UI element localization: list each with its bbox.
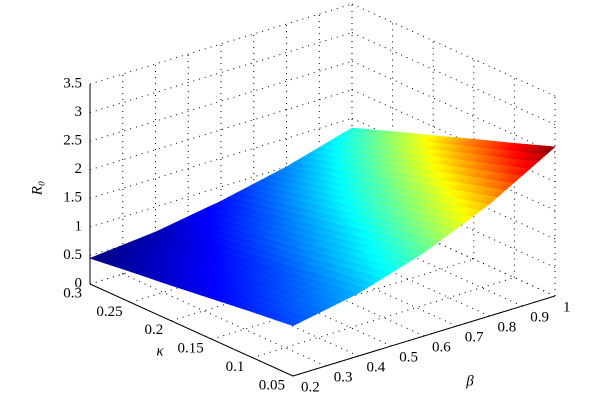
z-tick-label: 3 [75, 104, 83, 120]
y-tick-label: 0.05 [259, 377, 285, 393]
z-axis-label: R₀ [29, 181, 45, 196]
z-tick-label: 1 [75, 218, 83, 234]
grid-line [351, 32, 556, 126]
grid-line [89, 3, 353, 85]
x-axis-label: β [465, 373, 474, 389]
grid-line [89, 117, 353, 199]
z-tick-label: 2 [75, 161, 83, 177]
grid-line [89, 60, 353, 142]
z-tick-label: 1.5 [63, 190, 82, 206]
y-tick-label: 0.15 [178, 341, 204, 357]
z-tick-label: 0.5 [63, 247, 82, 263]
surface-patch [383, 131, 399, 138]
x-tick-label: 0.6 [432, 339, 451, 355]
y-tick-label: 0.25 [96, 304, 122, 320]
y-tick-label: 0.2 [144, 322, 163, 338]
grid-line [351, 3, 556, 97]
x-tick-label: 1 [563, 299, 571, 315]
y-tick-label: 0.1 [226, 359, 245, 375]
surface-patch [464, 138, 480, 147]
y-tick-label: 0.3 [63, 285, 82, 301]
z-tick-label: 2.5 [63, 133, 82, 149]
x-tick-label: 0.2 [301, 379, 320, 395]
surface-patch [424, 135, 440, 143]
y-axis-label: κ [156, 343, 164, 359]
grid-line [252, 277, 515, 359]
x-tick-label: 0.7 [465, 329, 484, 345]
x-tick-label: 0.8 [498, 319, 517, 335]
x-tick-label: 0.4 [367, 359, 386, 375]
x-tick-label: 0.5 [399, 349, 418, 365]
axis-line [292, 295, 556, 377]
surface-patch [505, 143, 521, 151]
grid-line [211, 258, 474, 340]
z-tick-label: 3.5 [63, 75, 82, 91]
x-tick-label: 0.9 [530, 309, 549, 325]
axis-line [89, 283, 294, 377]
grid-line [89, 32, 353, 114]
surface-patch [342, 127, 359, 134]
x-tick-label: 0.3 [334, 369, 353, 385]
z-tick-label: 0 [75, 275, 83, 291]
grid-line [89, 89, 353, 171]
